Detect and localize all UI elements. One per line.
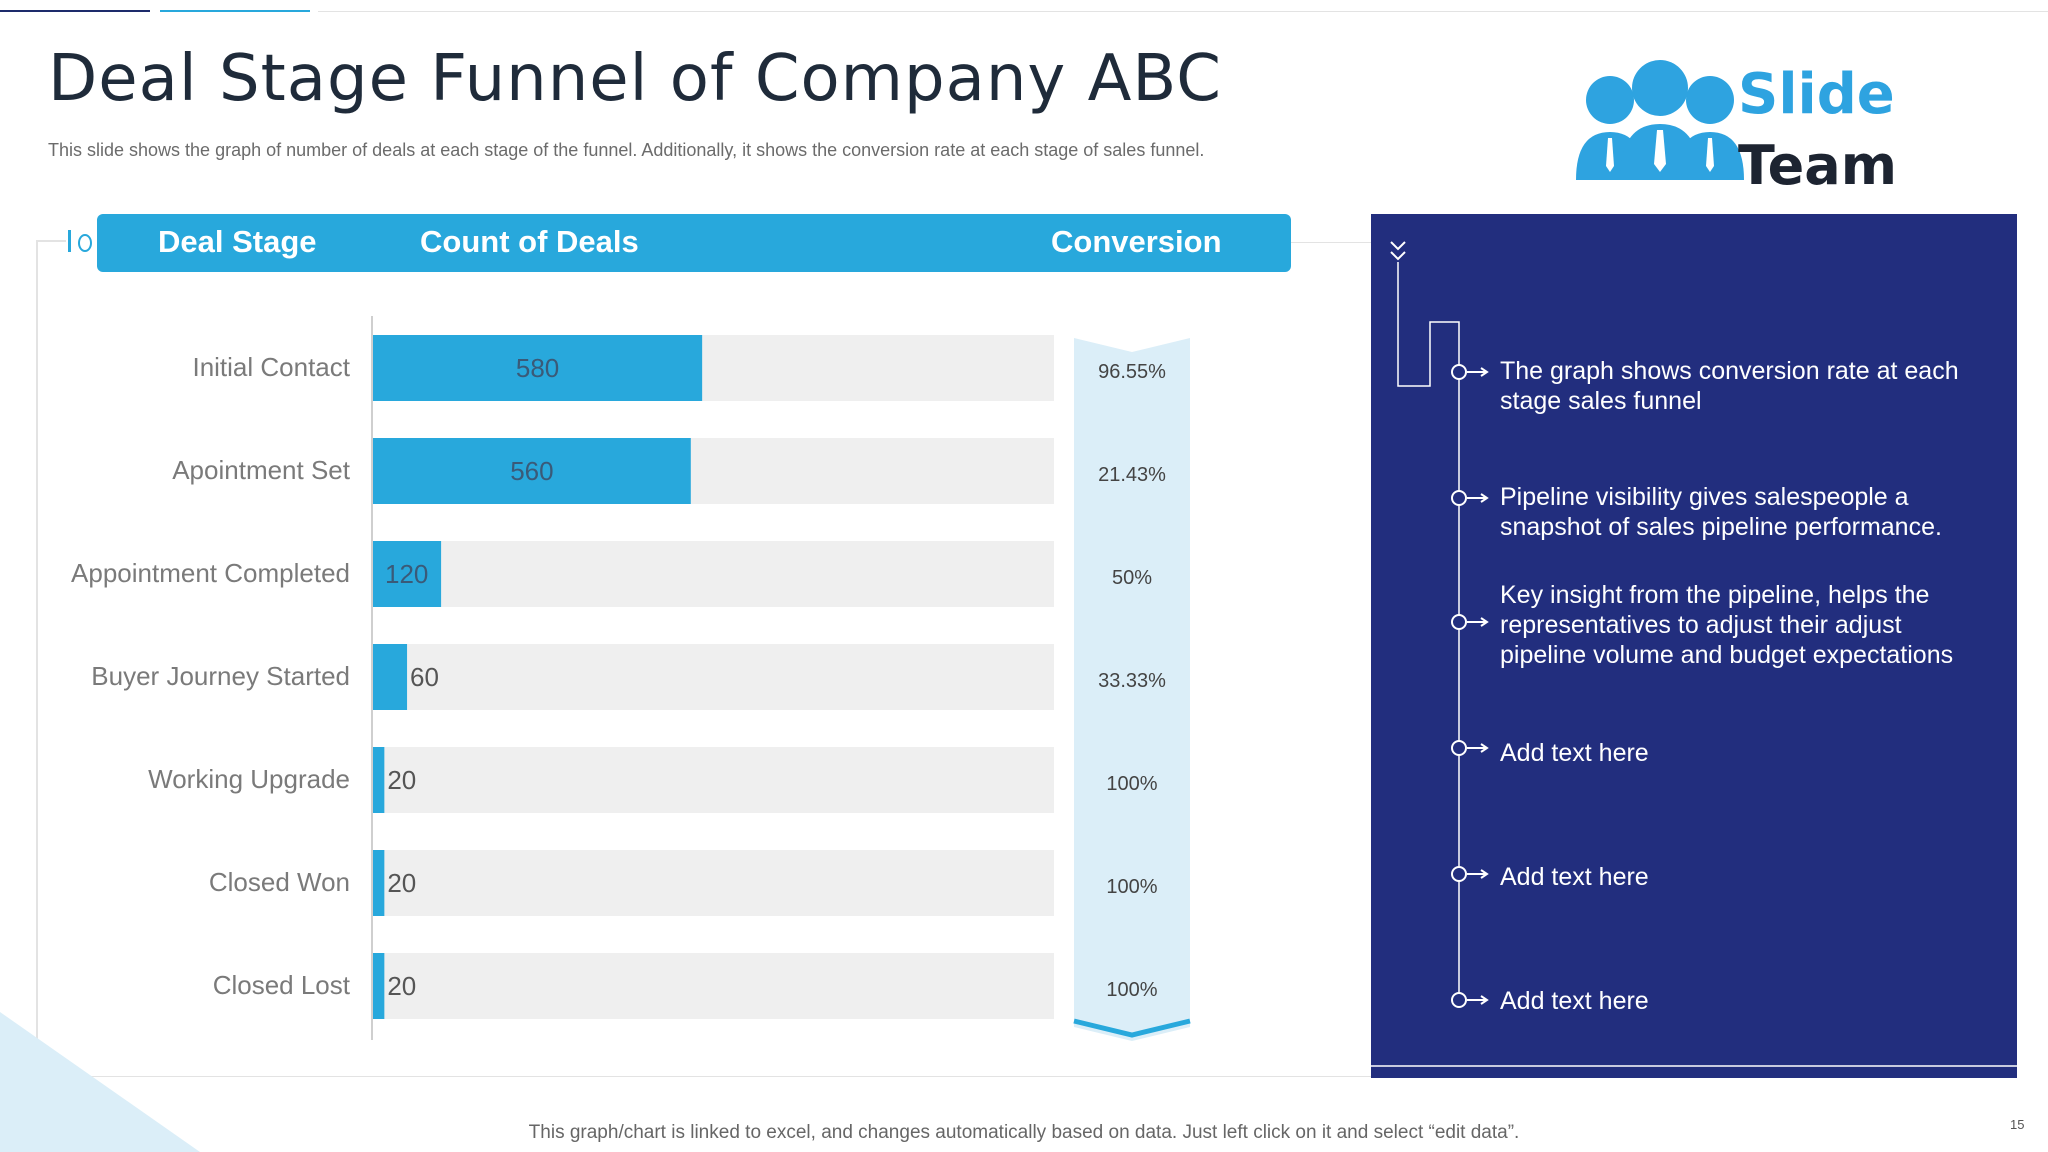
bar-value-label: 580 bbox=[516, 353, 559, 383]
conversion-band-edge bbox=[1073, 1018, 1191, 1038]
bar bbox=[373, 953, 385, 1019]
note-text: Key insight from the pipeline, helps the… bbox=[1500, 581, 1954, 669]
timeline-node bbox=[1451, 992, 1467, 1008]
arrow-right-icon bbox=[1467, 367, 1489, 377]
page-title: Deal Stage Funnel of Company ABC bbox=[48, 42, 1222, 116]
bar-track bbox=[373, 953, 1054, 1019]
header-deal-stage: Deal Stage bbox=[158, 224, 317, 259]
arrow-right-icon bbox=[1467, 493, 1489, 503]
chart-frame-bottom bbox=[36, 1076, 1371, 1077]
frame-marker bbox=[68, 230, 71, 252]
conversion-label: 100% bbox=[1106, 773, 1157, 795]
header-count-of-deals: Count of Deals bbox=[420, 224, 639, 259]
timeline-node bbox=[1451, 490, 1467, 506]
conversion-label: 33.33% bbox=[1098, 670, 1166, 692]
category-label: Initial Contact bbox=[192, 352, 350, 382]
note-text: Add text here bbox=[1500, 739, 1649, 767]
chart-frame-top bbox=[36, 240, 66, 242]
timeline-node bbox=[1451, 740, 1467, 756]
bar-value-label: 20 bbox=[387, 765, 416, 795]
bar-value-label: 20 bbox=[387, 971, 416, 1001]
bar-value-label: 20 bbox=[387, 868, 416, 898]
notes-panel bbox=[1371, 214, 2017, 1078]
people-icon bbox=[1576, 60, 1744, 180]
table-header-bar bbox=[97, 214, 1291, 272]
bar bbox=[373, 541, 442, 607]
chevron-down-icon bbox=[1390, 241, 1406, 261]
bar-value-label: 560 bbox=[510, 456, 553, 486]
arrow-right-icon bbox=[1467, 869, 1489, 879]
category-label: Closed Lost bbox=[212, 970, 350, 1000]
footer-note: This graph/chart is linked to excel, and… bbox=[528, 1122, 1520, 1143]
bar-track bbox=[373, 850, 1054, 916]
bar-track bbox=[373, 541, 1054, 607]
top-divider-line bbox=[318, 11, 2048, 12]
page-subtitle: This slide shows the graph of number of … bbox=[48, 140, 1205, 160]
note-text: Add text here bbox=[1500, 863, 1649, 891]
timeline-line bbox=[1397, 262, 1460, 1004]
timeline-node bbox=[1451, 866, 1467, 882]
category-label: Working Upgrade bbox=[148, 764, 350, 794]
logo-text-team: Team bbox=[1738, 134, 1897, 197]
bar bbox=[373, 850, 385, 916]
bar-value-label: 60 bbox=[410, 662, 439, 692]
conversion-band bbox=[1074, 338, 1190, 1041]
chart-frame-left bbox=[36, 240, 38, 1040]
page-number: 15 bbox=[2010, 1117, 2025, 1132]
conversion-label: 100% bbox=[1106, 876, 1157, 898]
bar-track bbox=[373, 644, 1054, 710]
bar bbox=[373, 335, 703, 401]
header-connector-line bbox=[1291, 242, 1371, 243]
category-label: Appointment Completed bbox=[71, 558, 350, 588]
category-label: Closed Won bbox=[208, 867, 350, 897]
note-text: The graph shows conversion rate at each … bbox=[1500, 357, 1959, 415]
arrow-right-icon bbox=[1467, 995, 1489, 1005]
timeline-node bbox=[1451, 614, 1467, 630]
bar bbox=[373, 438, 691, 504]
header-conversion: Conversion bbox=[1051, 224, 1222, 259]
corner-decoration bbox=[0, 1012, 200, 1152]
bar-track bbox=[373, 747, 1054, 813]
timeline-node bbox=[1451, 364, 1467, 380]
bar bbox=[373, 644, 408, 710]
category-label: Apointment Set bbox=[172, 455, 350, 485]
top-accent-line-blue bbox=[160, 10, 310, 12]
notes-timeline bbox=[1371, 241, 2017, 1067]
conversion-label: 50% bbox=[1112, 567, 1152, 589]
note-text: Add text here bbox=[1500, 987, 1649, 1015]
note-text: Pipeline visibility gives salespeople a … bbox=[1500, 483, 1942, 541]
category-label: Buyer Journey Started bbox=[91, 661, 350, 691]
bar bbox=[373, 747, 385, 813]
arrow-right-icon bbox=[1467, 617, 1489, 627]
arrow-right-icon bbox=[1467, 743, 1489, 753]
conversion-label: 100% bbox=[1106, 979, 1157, 1001]
logo-text-slide: Slide bbox=[1738, 62, 1895, 127]
conversion-label: 96.55% bbox=[1098, 361, 1166, 383]
top-accent-line-dark bbox=[0, 10, 150, 12]
bar-value-label: 120 bbox=[385, 559, 428, 589]
frame-marker-circle bbox=[78, 234, 92, 252]
conversion-label: 21.43% bbox=[1098, 464, 1166, 486]
